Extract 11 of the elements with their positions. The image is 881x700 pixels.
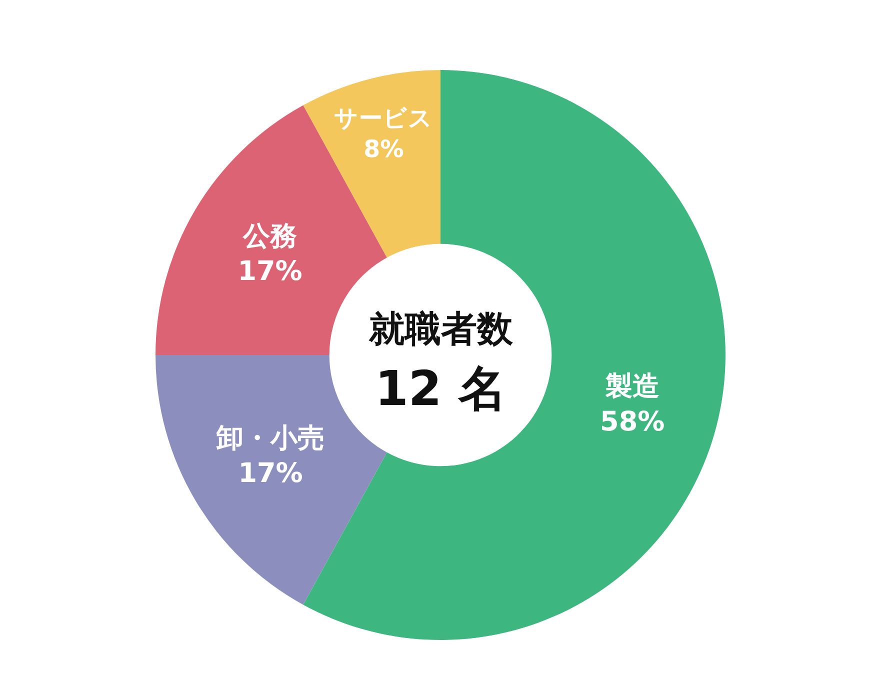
data-label: 17%: [238, 256, 302, 288]
slice-label: 卸・小売: [216, 422, 325, 454]
slice-label: 製造: [604, 371, 660, 402]
slice-label: 公務: [242, 221, 298, 252]
text: 12 名: [375, 361, 507, 417]
slice-label: サービス: [334, 104, 434, 132]
data-label: 58%: [600, 406, 665, 438]
donut-slice: [303, 70, 440, 258]
data-label: 17%: [238, 458, 303, 489]
data-label: 8%: [364, 134, 404, 163]
text: 就職者数: [368, 309, 514, 350]
